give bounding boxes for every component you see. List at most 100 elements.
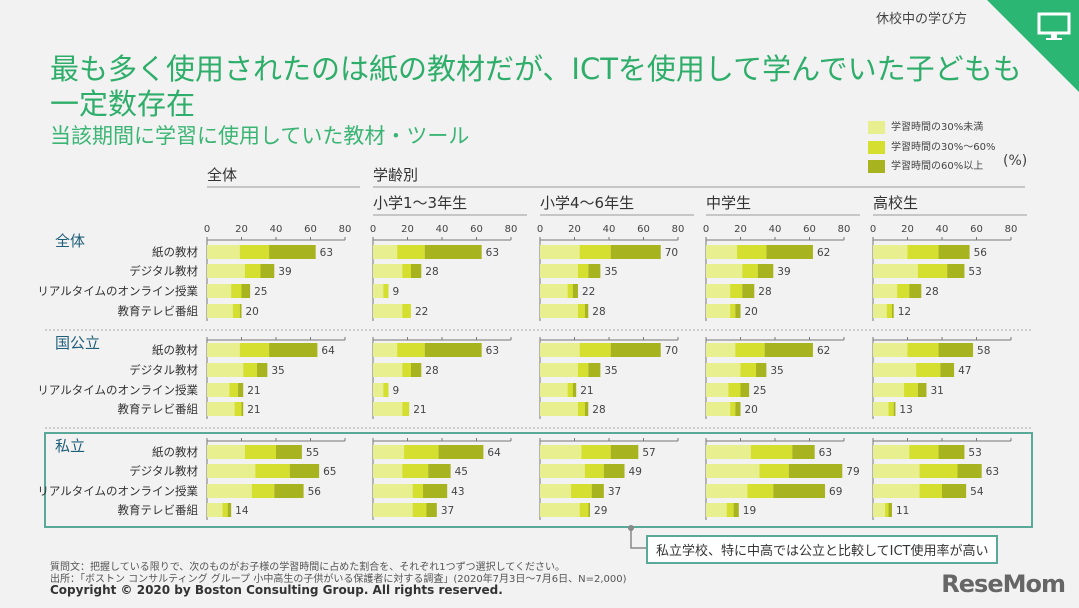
panel-title: 小学1～3年生: [373, 194, 467, 212]
page-title: 最も多く使用されたのは紙の教材だが、ICTを使用して学んでいた子どもも 一定数存…: [50, 52, 1022, 122]
bar-segment: [397, 343, 425, 357]
category-label: デジタル教材: [129, 363, 198, 377]
tick-label: 20: [235, 224, 248, 235]
data-label: 70: [665, 247, 678, 259]
bar-segment: [227, 503, 232, 517]
bar-segment: [907, 343, 939, 357]
bar-segment: [730, 402, 736, 416]
column-header-by-grade: 学齢別: [373, 166, 419, 184]
bar-segment: [947, 264, 965, 278]
tick-label: 20: [401, 224, 414, 235]
bar-segment: [241, 284, 251, 298]
bar-segment: [788, 464, 843, 478]
bar-segment: [706, 284, 731, 298]
title-line-1: 最も多く使用されたのは紙の教材だが、ICTを使用して学んでいた子どもも: [50, 52, 1022, 86]
group-label: 全体: [55, 232, 85, 250]
tick-label: 80: [505, 224, 518, 235]
category-label: 紙の教材: [152, 343, 198, 357]
bar-segment: [706, 363, 741, 377]
bar-segment: [251, 484, 275, 498]
bar-segment: [706, 445, 751, 459]
bar-segment: [540, 402, 578, 416]
bar-segment: [756, 363, 767, 377]
bar-segment: [706, 503, 727, 517]
data-label: 11: [896, 505, 909, 517]
source-note: 出所：「ボストン コンサルティング グループ 小中高生の子供がいる保護者に対する…: [50, 574, 627, 585]
bar-segment: [938, 245, 970, 259]
bar-segment: [584, 402, 589, 416]
tick-label: 40: [603, 224, 616, 235]
bar-segment: [919, 464, 958, 478]
bar-segment: [740, 383, 750, 397]
bar-segment: [792, 445, 815, 459]
bar-segment: [402, 264, 411, 278]
data-label: 63: [486, 345, 499, 357]
tick-label: 80: [1005, 224, 1018, 235]
bar-segment: [577, 363, 589, 377]
bar-segment: [383, 383, 389, 397]
bar-segment: [706, 264, 743, 278]
data-label: 25: [753, 385, 766, 397]
bar-segment: [735, 402, 741, 416]
bar-segment: [540, 445, 582, 459]
data-label: 9: [393, 385, 400, 397]
bar-segment: [917, 264, 948, 278]
tick-label: 60: [470, 224, 483, 235]
bar-segment: [706, 402, 731, 416]
legend-swatch: [868, 159, 885, 173]
bar-segment: [888, 503, 892, 517]
bar-segment: [873, 304, 887, 318]
bar-segment: [207, 484, 252, 498]
bar-segment: [243, 363, 258, 377]
data-label: 62: [817, 247, 830, 259]
data-label: 37: [608, 486, 621, 498]
bar-segment: [269, 245, 316, 259]
subtitle: 当該期間に学習に使用していた教材・ツール: [50, 124, 470, 148]
bar-segment: [757, 264, 774, 278]
bar-segment: [383, 284, 389, 298]
bar-segment: [412, 484, 424, 498]
callout-connector: [630, 528, 646, 549]
data-label: 53: [968, 447, 981, 459]
data-label: 79: [846, 466, 859, 478]
bar-segment: [577, 402, 585, 416]
data-label: 21: [247, 404, 260, 416]
bar-segment: [229, 383, 239, 397]
legend-label: 学習時間の60%以上: [891, 161, 984, 172]
category-label: リアルタイムのオンライン授業: [37, 284, 198, 298]
bar-segment: [904, 383, 918, 397]
data-label: 39: [777, 266, 790, 278]
data-label: 64: [487, 447, 501, 459]
tick-label: 0: [204, 224, 210, 235]
tick-label: 40: [270, 224, 283, 235]
bar-segment: [730, 304, 736, 318]
bar-segment: [873, 484, 920, 498]
bar-segment: [610, 343, 661, 357]
tick-label: 20: [901, 224, 914, 235]
data-label: 28: [592, 404, 605, 416]
copyright: Copyright © 2020 by Boston Consulting Gr…: [50, 583, 503, 597]
bar-segment: [919, 484, 942, 498]
tick-label: 80: [672, 224, 685, 235]
bar-segment: [373, 402, 403, 416]
bar-segment: [402, 304, 411, 318]
data-label: 19: [743, 505, 756, 517]
legend-item: 学習時間の30%未満: [868, 118, 983, 134]
bar-segment: [706, 484, 748, 498]
bar-segment: [764, 343, 813, 357]
bar-segment: [909, 445, 939, 459]
monitor-icon: [1037, 12, 1071, 40]
data-label: 22: [582, 286, 595, 298]
bar-segment: [942, 484, 967, 498]
data-label: 63: [486, 247, 499, 259]
bar-segment: [742, 264, 758, 278]
bar-segment: [873, 284, 898, 298]
bar-segment: [591, 484, 604, 498]
bar-segment: [873, 445, 910, 459]
bar-segment: [234, 402, 242, 416]
bar-segment: [423, 484, 448, 498]
bar-segment: [238, 383, 244, 397]
category-label: 教育テレビ番組: [118, 402, 199, 416]
bar-segment: [888, 402, 894, 416]
bar-segment: [588, 503, 591, 517]
